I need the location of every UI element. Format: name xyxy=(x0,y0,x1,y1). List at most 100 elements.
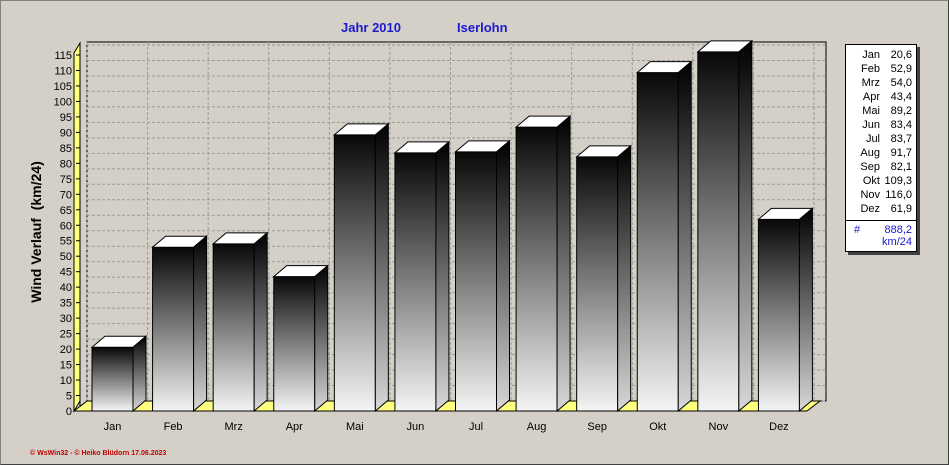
legend-month: Aug xyxy=(860,147,880,159)
legend-value: 20,6 xyxy=(890,49,912,61)
x-tick-label: Feb xyxy=(164,421,183,433)
legend-separator xyxy=(846,220,916,221)
legend-value: 54,0 xyxy=(890,77,912,89)
y-tick-label: 10 xyxy=(60,375,72,387)
bar-side-okt xyxy=(677,60,692,413)
legend-month: Nov xyxy=(860,189,880,201)
bar-jan xyxy=(91,346,134,412)
y-tick-label: 110 xyxy=(54,65,72,77)
legend-row: Aug 91,7 xyxy=(846,146,916,160)
chart-title: Jahr 2010 xyxy=(341,20,401,35)
legend-month: Mrz xyxy=(861,77,880,89)
y-tick-label: 100 xyxy=(54,96,72,108)
bar-mai xyxy=(333,134,376,412)
bar-apr xyxy=(273,276,316,412)
legend-month: Okt xyxy=(862,175,880,187)
legend-month: Jan xyxy=(862,49,880,61)
bar-nov xyxy=(697,51,740,412)
y-tick-label: 0 xyxy=(66,406,72,418)
legend-row: Apr 43,4 xyxy=(846,90,916,104)
bar-side-mrz xyxy=(253,231,268,413)
y-tick-label: 75 xyxy=(60,174,72,186)
x-tick-label: Nov xyxy=(709,421,729,433)
bar-jun xyxy=(394,152,437,412)
bar-dez xyxy=(757,218,800,412)
legend-value: 52,9 xyxy=(890,63,912,75)
legend-total-symbol: # xyxy=(854,224,861,236)
legend-month: Feb xyxy=(861,63,880,75)
legend-value: 83,7 xyxy=(890,133,912,145)
legend-value: 89,2 xyxy=(890,105,912,117)
legend-row: Sep 82,1 xyxy=(846,160,916,174)
y-tick-label: 35 xyxy=(60,298,72,310)
legend-month: Jun xyxy=(862,119,880,131)
bar-side-nov xyxy=(738,39,753,413)
bar-side-jan xyxy=(132,335,147,413)
legend-row: Mai 89,2 xyxy=(846,104,916,118)
legend-row: Dez 61,9 xyxy=(846,202,916,216)
bar-side-jul xyxy=(496,139,510,413)
x-tick-label: Apr xyxy=(286,421,303,433)
legend-value: 116,0 xyxy=(885,189,912,201)
bar-side-sep xyxy=(617,144,632,413)
x-tick-label: Jul xyxy=(469,421,483,433)
legend-total-value: 888,2 xyxy=(884,224,912,236)
bar-side-dez xyxy=(798,207,813,413)
y-tick-label: 65 xyxy=(60,205,72,217)
y-tick-label: 55 xyxy=(60,236,72,248)
bar-side-feb xyxy=(193,235,208,413)
legend-row: Jun 83,4 xyxy=(846,118,916,132)
y-tick-label: 85 xyxy=(60,143,72,155)
x-tick-label: Aug xyxy=(527,421,547,433)
bar-okt xyxy=(636,72,679,412)
y-tick-label: 20 xyxy=(60,344,72,356)
x-tick-label: Jan xyxy=(104,421,122,433)
y-tick-label: 50 xyxy=(60,251,72,263)
bar-side-aug xyxy=(556,115,571,413)
y-tick-label: 45 xyxy=(60,267,72,279)
legend-value: 43,4 xyxy=(890,91,912,103)
legend-value: 91,7 xyxy=(890,147,912,159)
y-tick-label: 60 xyxy=(60,220,72,232)
y-tick-label: 80 xyxy=(60,158,72,170)
legend-month: Dez xyxy=(860,203,880,215)
bar-jul xyxy=(455,151,497,412)
bar-side-mai xyxy=(374,122,389,413)
y-tick-label: 30 xyxy=(60,313,72,325)
bar-sep xyxy=(576,156,619,412)
bar-side-jun xyxy=(435,140,450,413)
legend-row: Jul 83,7 xyxy=(846,132,916,146)
value-legend: Jan 20,6 Feb 52,9 Mrz 54,0 Apr 43,4 Mai 89,2 Jun 83… xyxy=(845,44,917,252)
legend-value: 109,3 xyxy=(884,175,912,187)
legend-month: Jul xyxy=(865,133,880,145)
y-tick-label: 90 xyxy=(60,127,72,139)
legend-value: 83,4 xyxy=(890,119,912,131)
legend-row: Nov 116,0 xyxy=(846,188,916,202)
legend-row: Mrz 54,0 xyxy=(846,76,916,90)
copyright-footer: © WsWin32 - © Heiko Blüdorn 17.06.2023 xyxy=(30,450,167,457)
x-tick-label: Mai xyxy=(346,421,364,433)
y-tick-label: 95 xyxy=(60,112,72,124)
x-tick-label: Dez xyxy=(769,421,789,433)
legend-month: Sep xyxy=(860,161,880,173)
bar-side-apr xyxy=(314,264,329,413)
y-tick-label: 25 xyxy=(60,329,72,341)
bar-feb xyxy=(152,246,195,412)
x-tick-label: Okt xyxy=(649,421,666,433)
y-tick-label: 15 xyxy=(60,360,72,372)
y-tick-label: 40 xyxy=(60,282,72,294)
left-wall xyxy=(73,41,81,413)
x-tick-label: Sep xyxy=(587,421,607,433)
x-tick-label: Jun xyxy=(407,421,425,433)
legend-month: Mai xyxy=(862,105,880,117)
legend-value: 61,9 xyxy=(890,203,912,215)
legend-month: Apr xyxy=(862,91,880,103)
y-tick-label: 70 xyxy=(60,189,72,201)
legend-row: Jan 20,6 xyxy=(846,48,916,62)
legend-value: 82,1 xyxy=(890,161,912,173)
bar-mrz xyxy=(212,243,255,412)
y-tick-label: 105 xyxy=(54,81,72,93)
legend-row: Okt 109,3 xyxy=(846,174,916,188)
y-tick-label: 5 xyxy=(66,391,72,403)
